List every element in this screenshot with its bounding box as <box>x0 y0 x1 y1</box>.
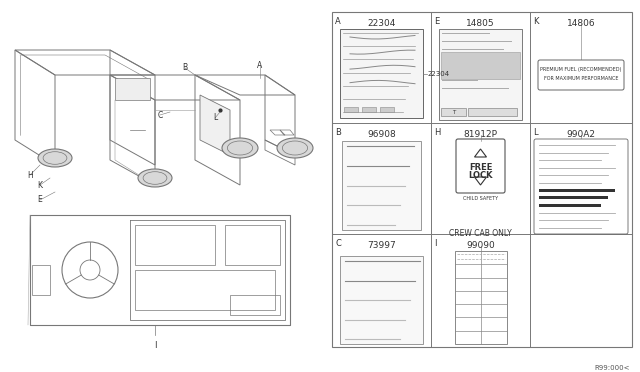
Text: H: H <box>434 128 440 137</box>
Text: FREE: FREE <box>469 163 492 171</box>
Text: H: H <box>27 170 33 180</box>
Text: K: K <box>533 17 538 26</box>
FancyBboxPatch shape <box>538 60 624 90</box>
FancyBboxPatch shape <box>342 141 421 230</box>
Text: I: I <box>154 340 156 350</box>
Text: A: A <box>335 17 340 26</box>
Text: L: L <box>213 113 217 122</box>
Text: PREMIUM FUEL (RECOMMENDED): PREMIUM FUEL (RECOMMENDED) <box>540 67 621 71</box>
Bar <box>135 225 215 265</box>
Bar <box>362 107 376 112</box>
FancyBboxPatch shape <box>534 139 628 234</box>
Text: LOCK: LOCK <box>468 171 493 180</box>
Text: B: B <box>182 64 188 73</box>
FancyBboxPatch shape <box>456 139 505 193</box>
Text: A: A <box>257 61 262 70</box>
Polygon shape <box>200 95 230 155</box>
Text: E: E <box>434 17 439 26</box>
Text: E: E <box>38 196 42 205</box>
Bar <box>441 52 520 79</box>
Text: 96908: 96908 <box>367 130 396 139</box>
Text: FOR MAXIMUM PERFORMANCE: FOR MAXIMUM PERFORMANCE <box>544 77 618 81</box>
Bar <box>332 12 632 347</box>
Bar <box>380 107 394 112</box>
Text: 14806: 14806 <box>566 19 595 28</box>
FancyBboxPatch shape <box>439 29 522 120</box>
Ellipse shape <box>222 138 258 158</box>
Text: C: C <box>335 239 341 248</box>
Text: CREW CAB ONLY: CREW CAB ONLY <box>449 229 512 238</box>
Bar <box>135 270 275 310</box>
Text: R99:000<: R99:000< <box>595 365 630 371</box>
Text: 73997: 73997 <box>367 241 396 250</box>
Text: C: C <box>157 110 163 119</box>
Text: L: L <box>533 128 538 137</box>
Bar <box>468 108 517 116</box>
FancyBboxPatch shape <box>340 29 423 118</box>
Ellipse shape <box>138 169 172 187</box>
Bar <box>230 295 280 315</box>
Bar <box>539 189 614 192</box>
Text: CHILD SAFETY: CHILD SAFETY <box>463 196 498 201</box>
Polygon shape <box>115 78 150 100</box>
Text: 990A2: 990A2 <box>566 130 595 139</box>
Text: 14805: 14805 <box>466 19 495 28</box>
Bar <box>454 251 506 344</box>
Bar <box>539 196 608 199</box>
Text: 99090: 99090 <box>466 241 495 250</box>
Text: I: I <box>434 239 436 248</box>
Text: T: T <box>452 109 455 115</box>
Ellipse shape <box>277 138 313 158</box>
Text: 81912P: 81912P <box>463 130 497 139</box>
Text: K: K <box>38 180 42 189</box>
Bar <box>441 108 466 116</box>
Text: B: B <box>335 128 341 137</box>
Text: 22304: 22304 <box>367 19 396 28</box>
FancyBboxPatch shape <box>340 256 423 344</box>
Bar <box>225 225 280 265</box>
Bar <box>32 265 50 295</box>
Bar <box>344 107 358 112</box>
Ellipse shape <box>38 149 72 167</box>
Text: 22304: 22304 <box>428 71 450 77</box>
Bar <box>539 204 601 207</box>
